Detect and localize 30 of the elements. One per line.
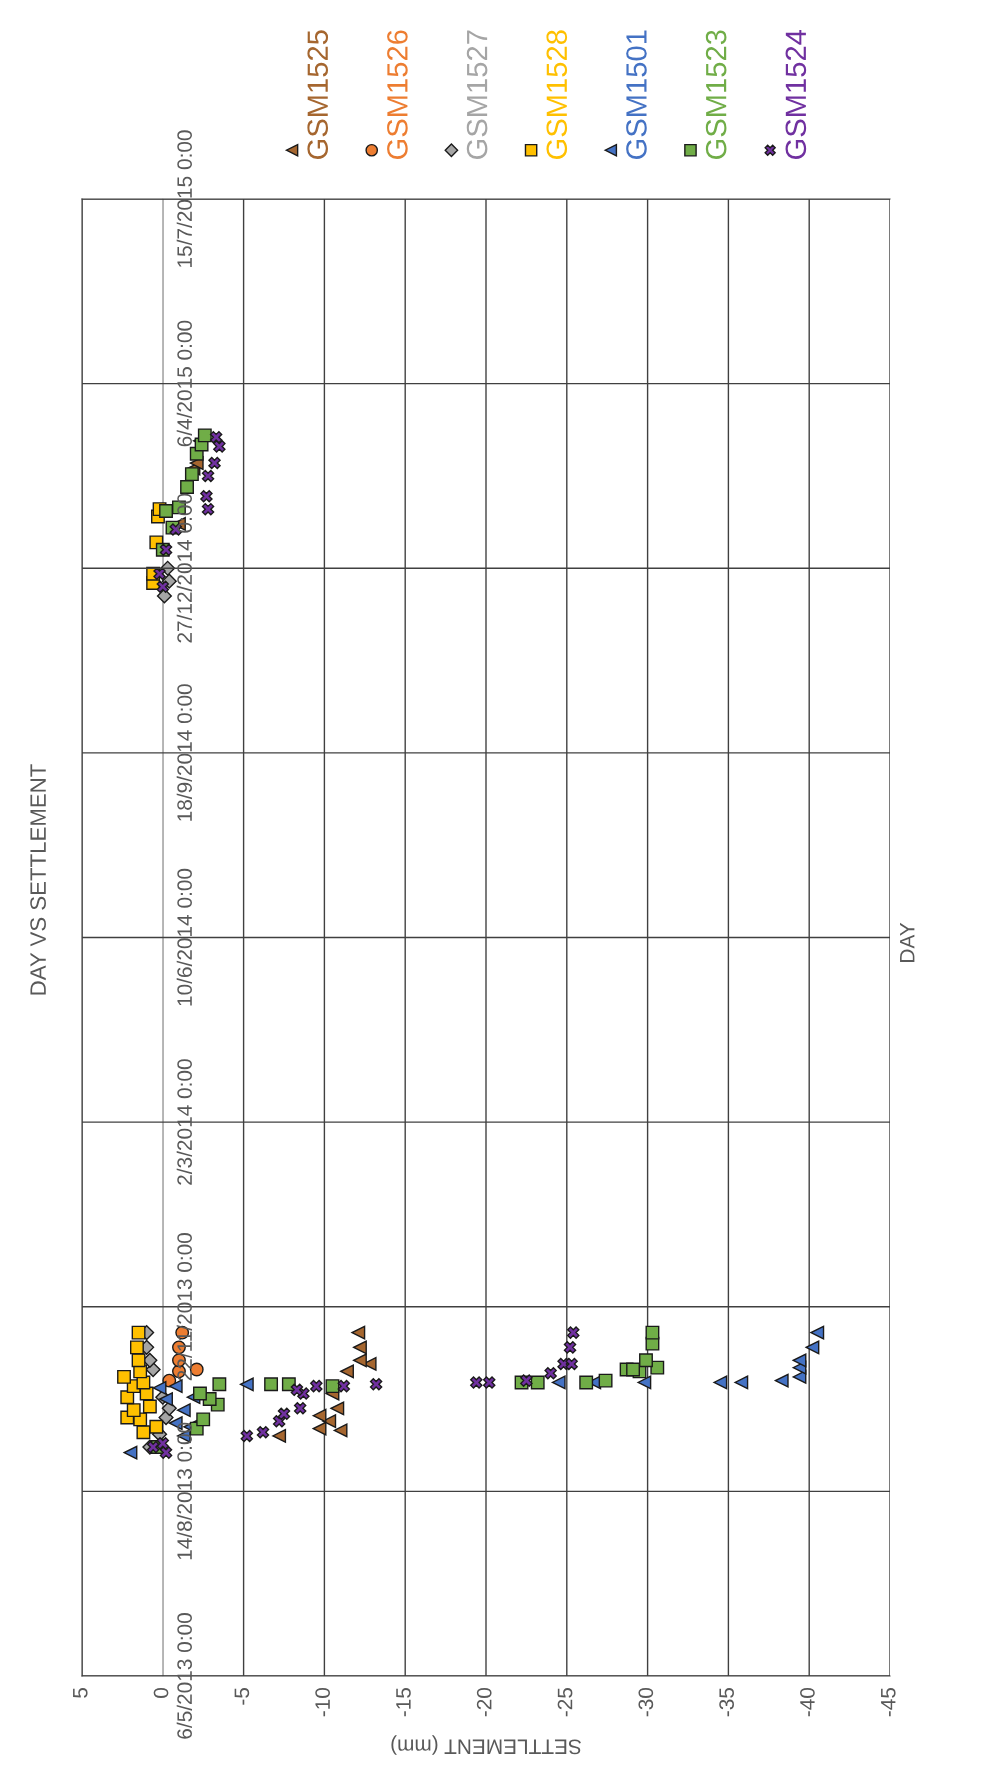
x-tick-label: -10	[315, 1687, 330, 1717]
text: DAY VS SETTLEMENT	[30, 764, 46, 995]
x-tick-label: -45	[881, 1687, 896, 1717]
x-tick-label: -35	[719, 1687, 734, 1717]
text: GSM1501	[626, 30, 647, 159]
y-tick-label: 14/8/2013 0:00	[176, 1422, 192, 1560]
x-tick-label: -20	[476, 1687, 492, 1717]
x-tick-label: 5	[73, 1687, 88, 1698]
y-tick-label: 6/4/2015 0:00	[176, 320, 192, 447]
y-tick-label: 6/5/2013 0:00	[176, 1613, 192, 1739]
x-tick-label: 0	[153, 1687, 169, 1698]
text: GSM1525	[307, 30, 329, 159]
y-axis-title: DAY	[900, 922, 915, 962]
y-tick-label: 2/3/2014 0:00	[176, 1059, 192, 1185]
x-tick-label: -15	[396, 1687, 411, 1717]
text: GSM1523	[705, 30, 727, 159]
y-tick-label: 27/12/2014 0:00	[176, 493, 192, 643]
y-tick-label: 18/9/2014 0:00	[176, 684, 192, 821]
x-tick-label: -5	[234, 1687, 250, 1705]
x-tick-label: -30	[638, 1687, 654, 1717]
y-tick-label: 22/11/2013 0:00	[176, 1233, 192, 1381]
text: GSM1524	[785, 29, 807, 159]
y-tick-label: 10/6/2014 0:00	[176, 868, 192, 1006]
x-tick-label: -25	[557, 1687, 573, 1717]
x-axis-title: SETTLEMENT (mm)	[391, 1735, 581, 1755]
text: GSM1527	[466, 30, 488, 159]
text: GSM1526	[387, 30, 408, 159]
text: GSM1528	[546, 30, 568, 159]
x-tick-label: -40	[800, 1687, 815, 1717]
y-tick-label: 15/7/2015 0:00	[176, 130, 192, 267]
